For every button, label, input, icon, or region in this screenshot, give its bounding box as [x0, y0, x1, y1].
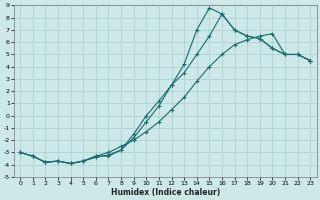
- X-axis label: Humidex (Indice chaleur): Humidex (Indice chaleur): [111, 188, 220, 197]
